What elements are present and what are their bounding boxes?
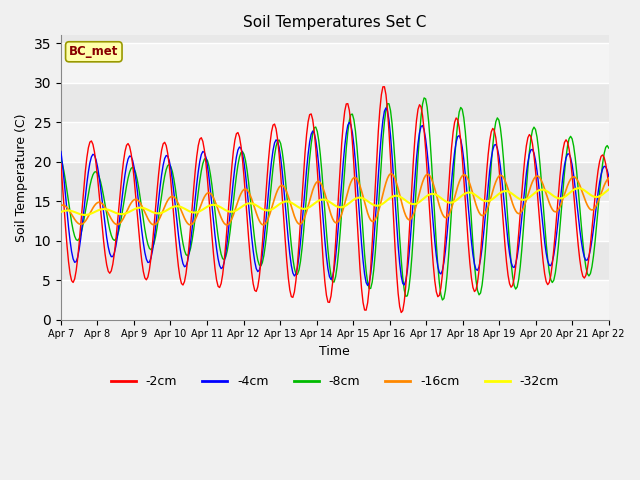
Bar (61, 280, 609, 320)
Y-axis label: Soil Temperature (C): Soil Temperature (C) (15, 113, 28, 242)
Bar (61, 43, 609, 83)
X-axis label: Time: Time (319, 345, 350, 358)
Title: Soil Temperatures Set C: Soil Temperatures Set C (243, 15, 426, 30)
Legend: -2cm, -4cm, -8cm, -16cm, -32cm: -2cm, -4cm, -8cm, -16cm, -32cm (106, 370, 564, 393)
Bar (61, 201, 609, 241)
Text: BC_met: BC_met (69, 45, 118, 58)
Bar (61, 122, 609, 162)
